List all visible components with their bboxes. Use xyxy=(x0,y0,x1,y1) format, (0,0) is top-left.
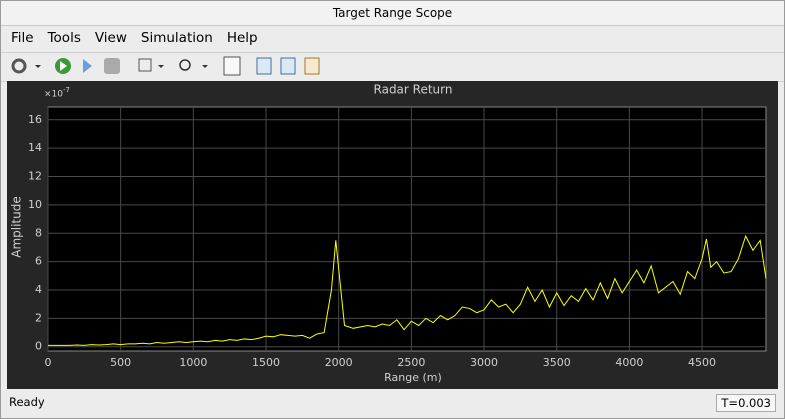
chart-title: Radar Return xyxy=(374,83,453,97)
dropdown[interactable] xyxy=(202,65,208,68)
status-text: Ready xyxy=(9,395,45,409)
x-axis-label: Range (m) xyxy=(384,371,442,384)
scale-button[interactable] xyxy=(223,56,241,76)
x-tick-label: 2000 xyxy=(325,356,353,369)
y-tick-label: 2 xyxy=(35,311,42,324)
settings-button[interactable] xyxy=(11,58,27,74)
status-bar: Ready T=0.003 xyxy=(1,391,784,418)
y-tick-label: 10 xyxy=(28,198,42,211)
x-tick-label: 3000 xyxy=(470,356,498,369)
y-tick-label: 6 xyxy=(35,255,42,268)
y-tick-label: 4 xyxy=(35,283,42,296)
window-title: Target Range Scope xyxy=(1,1,784,26)
x-tick-label: 4500 xyxy=(688,356,716,369)
bilevel-button[interactable] xyxy=(304,57,320,75)
x-tick-label: 3500 xyxy=(543,356,571,369)
y-tick-label: 0 xyxy=(35,340,42,353)
y-tick-label: 8 xyxy=(35,226,42,239)
plot-area: Radar Return Range (m) Amplitude ×10 -7 … xyxy=(7,81,778,389)
y-multiplier-base: ×10 xyxy=(44,90,63,100)
cursor-button[interactable] xyxy=(256,57,272,75)
x-tick-label: 2500 xyxy=(397,356,425,369)
y-axis-label: Amplitude xyxy=(10,196,24,258)
data-line xyxy=(48,234,767,346)
y-tick-label: 16 xyxy=(28,113,42,126)
y-tick-label: 12 xyxy=(28,170,42,183)
run-icon xyxy=(60,61,67,71)
dropdown[interactable] xyxy=(158,65,164,68)
x-tick-label: 1500 xyxy=(252,356,280,369)
x-tick-label: 0 xyxy=(45,356,52,369)
x-tick-label: 4000 xyxy=(615,356,643,369)
sim-time: T=0.003 xyxy=(716,394,776,412)
y-multiplier-exponent: -7 xyxy=(63,86,70,94)
chart: Radar Return Range (m) Amplitude ×10 -7 … xyxy=(10,83,767,384)
y-tick-label: 14 xyxy=(28,141,42,154)
x-tick-label: 1000 xyxy=(179,356,207,369)
menu-item[interactable]: File xyxy=(11,30,34,46)
x-tick-label: 500 xyxy=(110,356,131,369)
signal-button[interactable] xyxy=(138,58,152,72)
menu-item[interactable]: Simulation xyxy=(140,30,213,46)
menu-item[interactable]: Help xyxy=(226,30,258,46)
toolbar xyxy=(1,52,784,82)
menu-item[interactable]: Tools xyxy=(47,30,81,46)
zoom-button[interactable] xyxy=(179,59,191,71)
step-button[interactable] xyxy=(83,59,92,73)
peak-button[interactable] xyxy=(280,57,296,75)
menu-item[interactable]: View xyxy=(94,30,127,46)
dropdown[interactable] xyxy=(35,65,41,68)
menu-bar: File Tools View Simulation Help xyxy=(1,26,784,50)
stop-button[interactable] xyxy=(104,58,120,74)
axes-background xyxy=(47,106,767,352)
